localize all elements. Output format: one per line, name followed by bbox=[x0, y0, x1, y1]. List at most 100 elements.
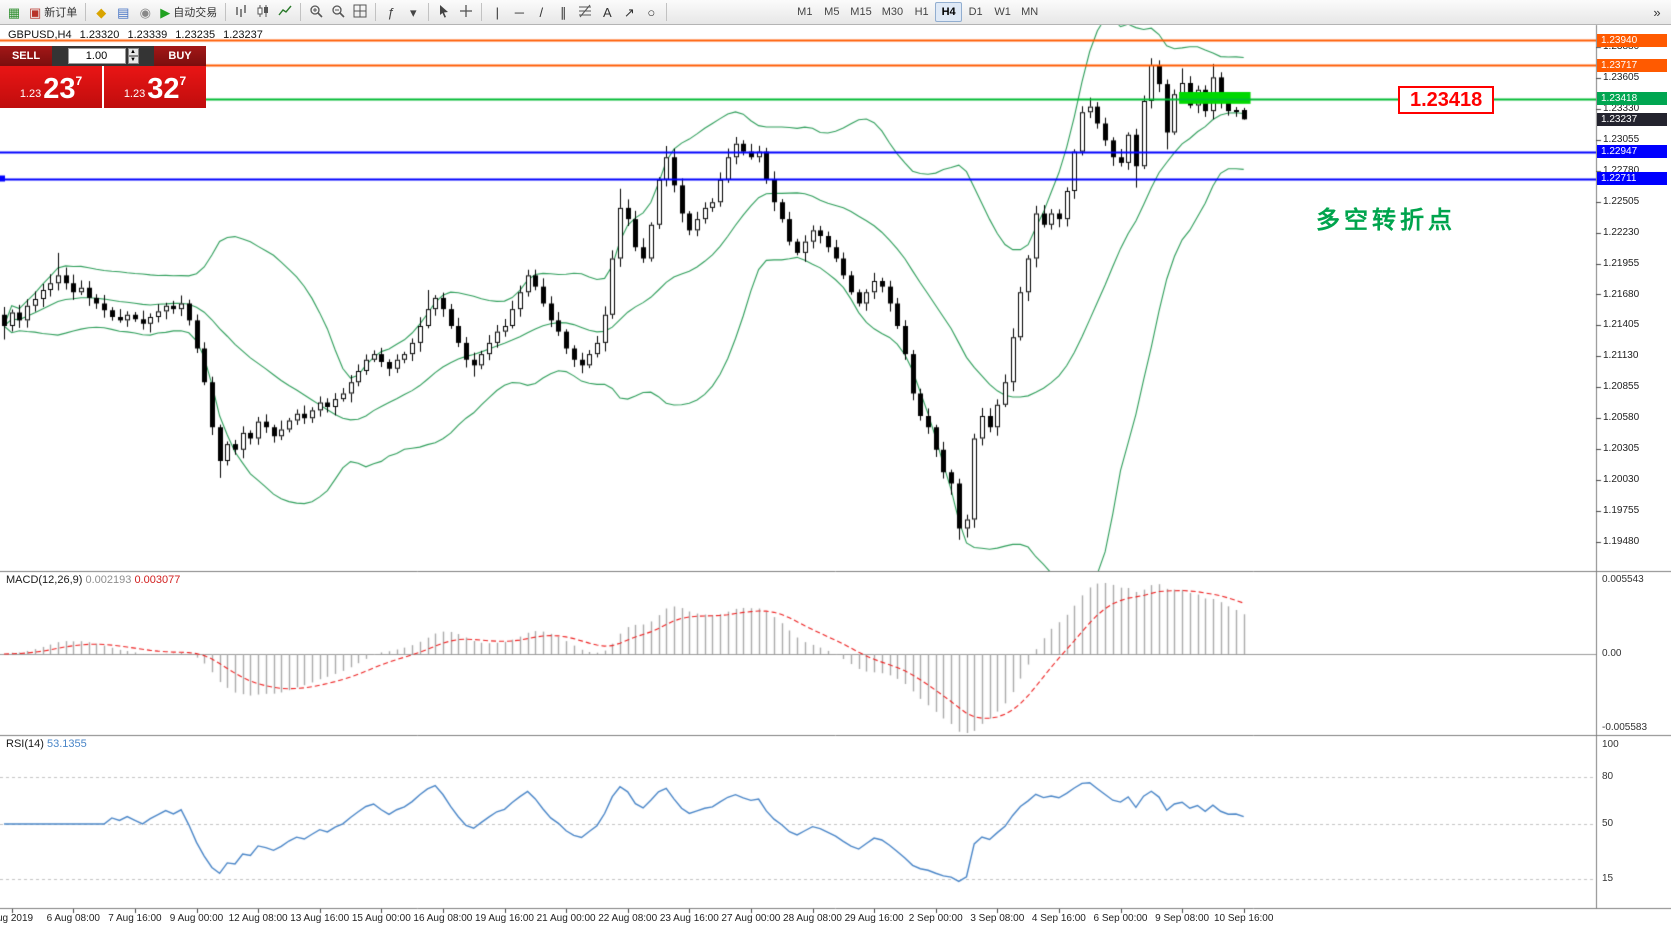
zoom-out-icon bbox=[331, 4, 345, 20]
timeframe-h1[interactable]: H1 bbox=[914, 6, 929, 18]
cursor-icon[interactable] bbox=[433, 2, 455, 23]
price-marker-label-122947: 1.22947 bbox=[1597, 145, 1667, 159]
price-marker-label-122711: 1.22711 bbox=[1597, 172, 1667, 185]
crosshair-icon bbox=[459, 4, 473, 20]
cursor-icon bbox=[437, 4, 451, 20]
volume-box: ▲ ▼ bbox=[52, 46, 154, 66]
market-watch-icon[interactable]: ◆ bbox=[90, 2, 112, 23]
new-order-button: ▣ bbox=[29, 4, 42, 20]
shapes-icon: ○ bbox=[647, 4, 656, 20]
price-tick-label: 1.21405 bbox=[1603, 319, 1640, 331]
time-axis-label: 21 Aug 00:00 bbox=[536, 913, 596, 924]
timeframe-m5[interactable]: M5 bbox=[824, 6, 840, 18]
timeframe-d1[interactable]: D1 bbox=[968, 6, 983, 18]
time-axis-label: 6 Aug 08:00 bbox=[46, 913, 100, 924]
autotrading-button[interactable]: ▶ 自动交易 bbox=[156, 2, 221, 23]
timeframe-w1[interactable]: W1 bbox=[994, 6, 1011, 18]
price-marker-label-123940: 1.23940 bbox=[1597, 33, 1667, 47]
price-tick-label: 1.21130 bbox=[1603, 350, 1639, 362]
timeframe-mn[interactable]: MN bbox=[1021, 6, 1039, 18]
trade-panel-header: SELL ▲ ▼ BUY bbox=[0, 46, 206, 66]
volume-input[interactable] bbox=[67, 48, 126, 64]
toolbar-separator bbox=[85, 3, 87, 21]
time-axis-label: 3 Sep 08:00 bbox=[970, 913, 1025, 924]
chart-symbol-label: GBPUSD,H4 bbox=[8, 29, 72, 41]
price-tick-label: 1.23055 bbox=[1603, 133, 1640, 145]
bid-price-prefix: 1.23 bbox=[19, 88, 42, 100]
new-order-button[interactable]: ▣ 新订单 bbox=[25, 2, 81, 23]
buy-button[interactable]: BUY bbox=[154, 46, 206, 66]
rsi-scale-label: 100 bbox=[1602, 739, 1619, 750]
macd-name: MACD(12,26,9) bbox=[6, 574, 83, 586]
tile-windows-icon bbox=[353, 4, 367, 20]
buy-price-box[interactable]: 1.23 32 7 bbox=[104, 66, 206, 108]
arrows-icon[interactable]: ↗ bbox=[618, 2, 640, 23]
price-tick-label: 1.23330 bbox=[1603, 102, 1640, 114]
zoom-in-icon[interactable] bbox=[305, 2, 327, 23]
toolbar-separator bbox=[225, 3, 227, 21]
price-tick-label: 1.20305 bbox=[1603, 443, 1640, 455]
volume-up-button[interactable]: ▲ bbox=[127, 48, 139, 56]
horizontal-line-icon: ─ bbox=[514, 4, 524, 20]
charts-icon[interactable]: ▤ bbox=[112, 2, 134, 23]
horizontal-line-icon[interactable]: ─ bbox=[508, 2, 530, 23]
price-tick-label: 1.19755 bbox=[1603, 505, 1640, 517]
rsi-value: 53.1355 bbox=[46, 738, 87, 750]
volume-down-button[interactable]: ▼ bbox=[127, 56, 139, 64]
zoom-in-icon bbox=[309, 4, 323, 20]
time-axis-label: 22 Aug 08:00 bbox=[598, 913, 658, 924]
candlestick-chart-icon[interactable] bbox=[252, 2, 274, 23]
navigator-icon: ◉ bbox=[139, 4, 151, 20]
line-chart-icon[interactable] bbox=[274, 2, 296, 23]
text-icon[interactable]: A bbox=[596, 2, 618, 23]
zoom-out-icon[interactable] bbox=[327, 2, 349, 23]
volume-spinner: ▲ ▼ bbox=[127, 48, 139, 64]
toolbar-separator bbox=[375, 3, 377, 21]
bid-price-big: 23 bbox=[43, 73, 76, 105]
time-axis-label: 19 Aug 16:00 bbox=[475, 913, 534, 924]
trendline-icon[interactable]: / bbox=[530, 2, 552, 23]
vertical-line-icon[interactable]: | bbox=[486, 2, 508, 23]
app-icon: ▦ bbox=[3, 2, 25, 23]
price-tick-label: 1.20855 bbox=[1603, 381, 1640, 393]
trade-panel-prices: 1.23 23 7 1.23 32 7 bbox=[0, 66, 206, 108]
price-marker-label-123717: 1.23717 bbox=[1597, 58, 1667, 72]
price-level-callout: 1.23418 bbox=[1398, 86, 1495, 114]
indicators-icon[interactable]: ƒ bbox=[380, 2, 402, 23]
ask-price-pip: 7 bbox=[179, 74, 187, 88]
toolbar-separator bbox=[666, 3, 668, 21]
tile-windows-icon[interactable] bbox=[349, 2, 371, 23]
time-axis-label: 9 Aug 00:00 bbox=[169, 913, 224, 924]
toolbar-overflow-icon[interactable]: » bbox=[1653, 4, 1661, 20]
toolbar-separator bbox=[481, 3, 483, 21]
trendline-icon: / bbox=[539, 4, 544, 20]
autotrading-button-label: 自动交易 bbox=[173, 7, 218, 19]
crosshair-icon[interactable] bbox=[455, 2, 477, 23]
ask-price-big: 32 bbox=[147, 73, 180, 105]
rsi-scale-label: 50 bbox=[1602, 818, 1614, 829]
one-click-trade-panel: SELL ▲ ▼ BUY 1.23 23 7 1.23 32 7 bbox=[0, 46, 206, 108]
time-axis-label: 16 Aug 08:00 bbox=[413, 913, 473, 924]
timeframe-m1[interactable]: M1 bbox=[797, 6, 813, 18]
bid-price-pip: 7 bbox=[75, 74, 83, 88]
indicators-dropdown-icon[interactable]: ▾ bbox=[402, 2, 424, 23]
arrows-icon: ↗ bbox=[623, 4, 635, 20]
text-icon: A bbox=[602, 4, 612, 20]
time-axis-label: 13 Aug 16:00 bbox=[290, 913, 350, 924]
time-axis-label: 9 Sep 08:00 bbox=[1155, 913, 1210, 924]
navigator-icon[interactable]: ◉ bbox=[134, 2, 156, 23]
fibonacci-icon[interactable] bbox=[574, 2, 596, 23]
macd-main-value: 0.002193 bbox=[85, 574, 132, 586]
bar-chart-icon[interactable] bbox=[230, 2, 252, 23]
shapes-icon[interactable]: ○ bbox=[640, 2, 662, 23]
autotrading-button: ▶ bbox=[160, 4, 171, 20]
toolbar-separator bbox=[428, 3, 430, 21]
timeframe-m30[interactable]: M30 bbox=[881, 6, 904, 18]
sell-button[interactable]: SELL bbox=[0, 46, 52, 66]
channel-icon[interactable]: ∥ bbox=[552, 2, 574, 23]
macd-title: MACD(12,26,9) 0.002193 0.003077 bbox=[6, 574, 180, 586]
timeframe-m15[interactable]: M15 bbox=[850, 6, 872, 18]
timeframe-h4[interactable]: H4 bbox=[935, 2, 963, 22]
sell-price-box[interactable]: 1.23 23 7 bbox=[0, 66, 102, 108]
